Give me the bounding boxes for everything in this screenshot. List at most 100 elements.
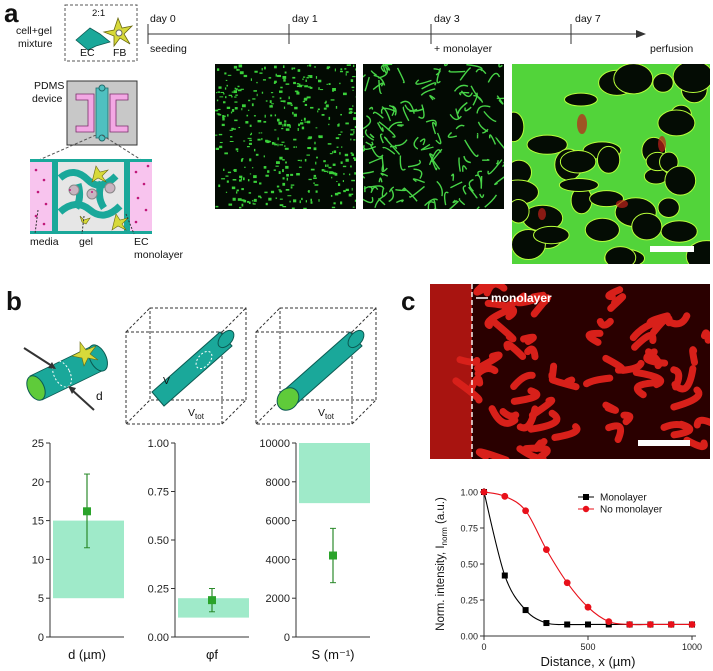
- ytick-label-0-2: 10: [32, 554, 44, 566]
- volume-label: V: [163, 375, 171, 387]
- panel-b-letter: b: [6, 286, 22, 316]
- channel-schematic: [30, 159, 152, 235]
- point-0-5: [585, 621, 591, 628]
- diameter-label: d: [96, 389, 103, 403]
- panel-b-charts: 0 5 10 15 20 25 d (µm) 0.00 0.25 0.50 0.75 1.00 φf 0 2…: [32, 438, 370, 662]
- zoom-lines: [31, 135, 147, 164]
- point-0-3: [543, 620, 550, 627]
- xlabel-2: S (m⁻¹): [312, 647, 355, 662]
- c-xtick-label-2: 1000: [682, 642, 702, 652]
- ytick-label-0-4: 20: [32, 477, 44, 489]
- point-1-7: [626, 621, 633, 628]
- point-0-4: [564, 621, 571, 628]
- scale-bar-a: [650, 246, 694, 252]
- pdms-device-icon: [66, 80, 138, 146]
- micrograph-day1: [215, 64, 356, 209]
- cell-mixture-box: [64, 4, 138, 62]
- vtot-sub: tot: [195, 412, 204, 422]
- c-ytick-label-2: 0.50: [460, 560, 478, 570]
- intensity-chart: 0.00 0.25 0.50 0.75 1.00 0 500 1000 Distance, x …: [435, 488, 702, 670]
- point-1-4: [563, 579, 571, 587]
- ec-cell-icon: [75, 27, 111, 51]
- media-label: media: [30, 236, 59, 248]
- timeline-perfusion: perfusion: [650, 43, 694, 55]
- point-1-2: [522, 507, 529, 515]
- xlabel-0: d (µm): [68, 647, 106, 662]
- band-1: [178, 598, 249, 618]
- c-ytick-label-4: 1.00: [460, 488, 478, 498]
- data-point-0: [83, 507, 91, 516]
- legend-label-0: Monolayer: [600, 493, 647, 504]
- point-1-10: [688, 621, 696, 628]
- ytick-label-0-5: 25: [32, 438, 44, 450]
- ytick-label-2-0: 0: [284, 632, 290, 644]
- mixture-label-1: cell+gel: [16, 25, 52, 37]
- ytick-label-2-2: 4000: [266, 554, 290, 566]
- c-ytick-label-0: 0.00: [460, 632, 478, 642]
- micrograph-day7: [512, 64, 710, 264]
- point-0-2: [522, 607, 529, 614]
- surface-cube-schematic: [255, 307, 377, 425]
- gel-label: gel: [79, 236, 94, 248]
- micrograph-day3: [363, 64, 504, 209]
- point-1-6: [605, 618, 613, 625]
- scale-bar-c: [638, 440, 690, 446]
- volume-cube-schematic: [125, 307, 247, 425]
- legend-marker-1: [582, 505, 590, 513]
- ytick-label-0-1: 5: [38, 593, 44, 605]
- c-xtick-label-1: 500: [580, 642, 595, 652]
- fb-label: FB: [113, 47, 127, 59]
- point-1-0: [480, 488, 488, 496]
- vtot-label-1: Vtot: [188, 407, 204, 421]
- c-ytick-label-3: 0.75: [460, 524, 478, 534]
- legend-marker-0: [583, 494, 589, 500]
- surface-label: S: [305, 335, 313, 347]
- band-2: [299, 443, 370, 504]
- ec-monolayer-label-1: EC: [134, 236, 149, 248]
- point-1-9: [667, 621, 675, 628]
- band-0: [53, 520, 124, 599]
- mixture-label-2: mixture: [18, 38, 53, 50]
- micrograph-perfused: [430, 284, 710, 459]
- ytick-label-0-0: 0: [38, 632, 44, 644]
- ratio-label: 2:1: [92, 8, 106, 19]
- ec-label: EC: [80, 47, 95, 59]
- data-point-1: [208, 596, 216, 605]
- pdms-label-1: PDMS: [34, 80, 65, 92]
- timeline-seeding: seeding: [150, 43, 187, 55]
- timeline-add-monolayer: + monolayer: [434, 43, 493, 55]
- vtot-v-2: V: [318, 407, 326, 419]
- c-ylabel: Norm. intensity, Inorm (a.u.): [435, 497, 449, 631]
- panel-c-letter: c: [401, 286, 416, 316]
- ytick-label-1-1: 0.25: [148, 584, 169, 596]
- panel-a-letter: a: [4, 0, 19, 28]
- ytick-label-2-3: 6000: [266, 516, 290, 528]
- ec-monolayer-label-2: monolayer: [134, 249, 184, 261]
- timeline-day3: day 3: [434, 13, 460, 25]
- c-xlabel: Distance, x (µm): [541, 654, 636, 669]
- timeline-day7: day 7: [575, 13, 601, 25]
- timeline-axis: [147, 24, 646, 44]
- point-1-3: [543, 546, 550, 553]
- point-1-8: [647, 621, 654, 628]
- c-ylabel-unit: (a.u.): [435, 497, 447, 527]
- ytick-label-0-3: 15: [32, 516, 44, 528]
- ytick-label-2-4: 8000: [266, 477, 290, 489]
- point-1-5: [584, 603, 592, 611]
- monolayer-label: monolayer: [491, 291, 552, 305]
- point-1-1: [501, 492, 509, 500]
- ytick-label-1-4: 1.00: [148, 438, 169, 450]
- vtot-v: V: [188, 407, 196, 419]
- ytick-label-2-5: 10000: [259, 438, 290, 450]
- ytick-label-1-0: 0.00: [148, 632, 169, 644]
- c-ytick-label-1: 0.25: [460, 596, 478, 606]
- xlabel-1: φf: [206, 647, 218, 662]
- timeline-day1: day 1: [292, 13, 318, 25]
- c-ylabel-main: Norm. intensity, I: [435, 545, 447, 630]
- legend-label-1: No monolayer: [600, 505, 663, 516]
- timeline-day0: day 0: [150, 13, 176, 25]
- vessel-diameter-schematic: [23, 341, 108, 411]
- c-ylabel-sub: norm: [440, 527, 449, 546]
- c-xtick-label-0: 0: [481, 642, 486, 652]
- vtot-sub-2: tot: [325, 412, 334, 422]
